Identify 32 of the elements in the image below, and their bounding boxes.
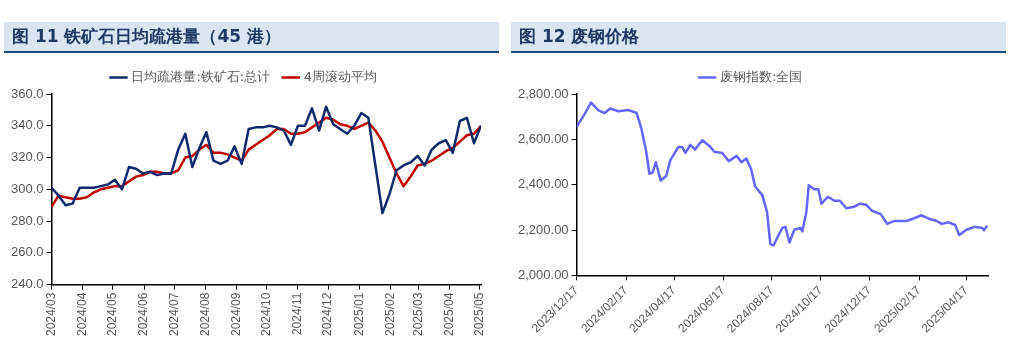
- y-tick-label: 2,600.00: [517, 130, 569, 146]
- y-tick-label: 360.0: [10, 85, 44, 101]
- y-tick-label: 2,400.00: [517, 176, 569, 192]
- y-tick-label: 280.0: [10, 212, 44, 228]
- y-tick-label: 2,000.00: [517, 266, 569, 282]
- legend-label: 4周滚动平均: [303, 68, 378, 84]
- y-tick-label: 2,800.00: [517, 85, 569, 101]
- x-tick-label: 2025/02: [382, 292, 397, 337]
- x-tick-label: 2024/08: [197, 292, 212, 337]
- x-tick-label: 2024/06: [136, 292, 151, 337]
- chart-title: 图 11 铁矿石日均疏港量（45 港）: [4, 22, 499, 53]
- legend-label: 日均疏港量:铁矿石:总计: [131, 68, 271, 84]
- y-tick-label: 320.0: [10, 149, 44, 165]
- x-tick-label: 2025/01: [351, 292, 366, 337]
- x-tick-label: 2024/04: [75, 292, 90, 337]
- y-tick-label: 2,200.00: [517, 221, 569, 237]
- x-tick-label: 2024/12: [320, 292, 335, 337]
- x-tick-label: 2024/11: [290, 292, 305, 336]
- x-tick-label: 2025/05: [472, 292, 487, 337]
- x-tick-label: 2024/03: [43, 292, 58, 337]
- x-tick-label: 2024/09: [228, 292, 243, 337]
- x-tick-label: 2024/07: [166, 292, 181, 337]
- x-tick-label: 2025/03: [410, 292, 425, 337]
- x-tick-label: 2024/05: [105, 292, 120, 337]
- y-tick-label: 300.0: [10, 180, 44, 196]
- chart-title: 图 12 废钢价格: [511, 22, 1006, 53]
- y-tick-label: 260.0: [10, 244, 44, 260]
- x-tick-label: 2024/10: [259, 292, 274, 337]
- x-tick-label: 2025/04: [442, 292, 457, 337]
- legend-label: 废钢指数:全国: [720, 68, 803, 84]
- y-tick-label: 240.0: [10, 276, 44, 292]
- y-tick-label: 340.0: [10, 117, 44, 133]
